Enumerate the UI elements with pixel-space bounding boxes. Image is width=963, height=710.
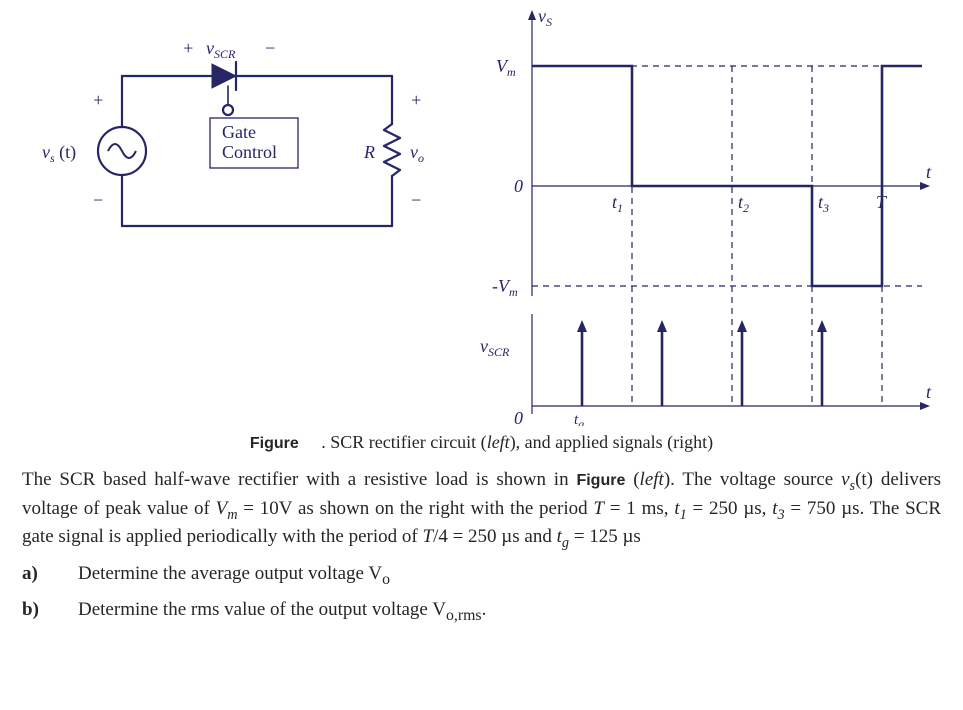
svg-text:t2: t2 [738, 192, 749, 215]
svg-text:+: + [182, 38, 194, 58]
question-a-label: a) [22, 563, 78, 589]
para-1g: = 250 µs, [693, 498, 773, 519]
qa-V-sub: o [382, 571, 390, 588]
para-1c: ). The voltage source [664, 469, 841, 490]
qb-rms: rms [191, 599, 220, 620]
problem-paragraph: The SCR based half-wave rectifier with a… [22, 467, 941, 553]
svg-text:tg: tg [574, 412, 584, 426]
para-1j: = 125 µs [574, 526, 641, 547]
caption-text-2: ), and applied signals (right) [510, 432, 713, 452]
qb-dot: . [482, 599, 487, 620]
svg-text:vS: vS [538, 6, 552, 29]
qa-V: V [368, 563, 382, 584]
para-vs: v [841, 469, 849, 490]
qb-text-2: value of the output voltage [224, 599, 432, 620]
para-t3-sub: 3 [778, 506, 785, 522]
para-1f: = 1 ms, [610, 498, 675, 519]
qb-text-1: Determine the [78, 599, 191, 620]
caption-text-1: . SCR rectifier circuit ( [321, 432, 486, 452]
qb-V-sub: o,rms [446, 606, 482, 623]
para-tg-sub: g [562, 535, 569, 551]
para-T: T [593, 498, 604, 519]
para-vs-arg: (t) [855, 469, 873, 490]
para-Tq: T [422, 526, 433, 547]
question-b-label: b) [22, 599, 78, 625]
para-Vm: V [216, 498, 228, 519]
circuit-diagram: GateControl + − vs (t) + vSCR − + vo − R [22, 6, 452, 266]
svg-text:−: − [410, 190, 422, 210]
question-b: b) Determine the rms value of the output… [22, 599, 941, 625]
para-figure-ref: Figure [576, 472, 625, 489]
figure-caption: Figure . SCR rectifier circuit (left), a… [22, 432, 941, 453]
para-t1-sub: 1 [680, 506, 687, 522]
svg-text:t: t [926, 162, 932, 182]
question-a-text: Determine the average output voltage Vo [78, 563, 390, 589]
qa-text-1: Determine the average output voltage [78, 563, 368, 584]
svg-text:vSCR: vSCR [480, 336, 510, 359]
svg-text:Gate: Gate [222, 122, 256, 142]
svg-text:t3: t3 [818, 192, 829, 215]
para-1i: /4 = 250 µs and [433, 526, 557, 547]
page-root: GateControl+−vs (t)+vSCR−+vo−R vSVm0-Vmt… [0, 0, 963, 710]
svg-text:0: 0 [514, 408, 523, 426]
svg-text:Vm: Vm [496, 56, 516, 79]
svg-text:−: − [92, 190, 104, 210]
para-left: left [640, 469, 664, 490]
question-a: a) Determine the average output voltage … [22, 563, 941, 589]
figure-row: GateControl + − vs (t) + vSCR − + vo − R vS Vm 0 -Vm t… [22, 6, 941, 426]
svg-text:0: 0 [514, 176, 523, 196]
caption-figure-word: Figure [250, 435, 299, 452]
qb-V: V [432, 599, 446, 620]
svg-text:+: + [92, 90, 104, 110]
svg-text:−: − [264, 38, 276, 58]
question-b-text: Determine the rms value of the output vo… [78, 599, 486, 625]
svg-text:vs (t): vs (t) [42, 142, 76, 165]
caption-left: left [487, 432, 510, 452]
svg-text:R: R [363, 142, 375, 162]
svg-text:vSCR: vSCR [206, 38, 236, 61]
para-Vm-sub: m [227, 506, 237, 522]
svg-text:Control: Control [222, 142, 277, 162]
svg-text:vo: vo [410, 142, 424, 165]
waveform-diagram: vS Vm 0 -Vm t t1 t2 t3 TvSCR 0 tg t [472, 6, 932, 426]
svg-text:+: + [410, 90, 422, 110]
svg-text:T: T [876, 192, 888, 212]
svg-text:t: t [926, 382, 932, 402]
para-1e: = 10V as shown on the right with the per… [243, 498, 593, 519]
svg-text:t1: t1 [612, 192, 623, 215]
svg-text:-Vm: -Vm [492, 276, 518, 299]
para-1a: The SCR based half-wave rectifier with a… [22, 469, 576, 490]
